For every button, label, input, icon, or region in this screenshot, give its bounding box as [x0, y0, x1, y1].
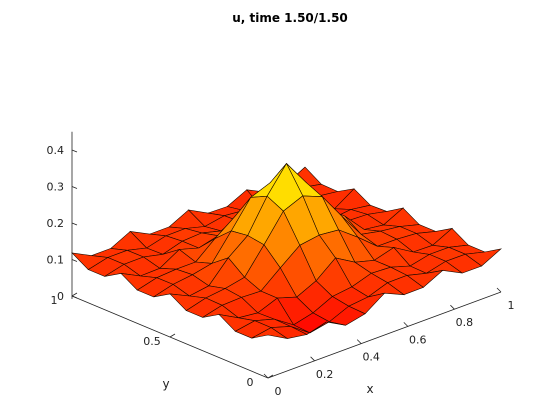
x-tick	[450, 304, 455, 310]
y-axis-label: y	[162, 377, 169, 391]
z-tick-label: 0.4	[47, 144, 65, 157]
x-tick-label: 1	[508, 299, 515, 312]
surface-mesh	[71, 162, 503, 339]
z-tick-label: 0.2	[47, 217, 65, 230]
y-tick-label: 1	[51, 294, 58, 307]
x-tick-label: 0.4	[362, 351, 380, 364]
x-tick	[496, 287, 502, 293]
x-axis: 0 0.2 0.4 0.6 0.8 1	[263, 287, 515, 398]
z-axis: 0 0.1 0.2 0.3 0.4	[47, 131, 78, 303]
y-tick	[169, 333, 176, 338]
y-tick	[71, 292, 78, 297]
x-axis-label: x	[366, 382, 373, 396]
z-tick-label: 0.1	[47, 254, 65, 267]
x-tick-label: 0	[275, 385, 282, 398]
y-tick	[267, 374, 274, 379]
x-tick-label: 0.8	[456, 316, 474, 329]
y-tick-label: 0.5	[143, 335, 161, 348]
x-tick-label: 0.6	[409, 333, 427, 346]
surface-patch	[251, 327, 288, 339]
x-axis-line	[267, 291, 502, 379]
y-axis: 00.51	[51, 292, 274, 389]
x-tick	[403, 322, 409, 327]
z-tick	[71, 259, 78, 262]
x-tick-label: 0.2	[316, 368, 334, 381]
z-tick	[71, 222, 78, 226]
chart-title: u, time 1.50/1.50	[232, 11, 348, 25]
z-tick-label: 0	[57, 290, 64, 303]
z-tick	[71, 186, 78, 189]
x-tick	[356, 339, 362, 344]
y-tick-label: 0	[247, 376, 254, 389]
x-tick	[310, 356, 315, 362]
z-tick-label: 0.3	[47, 181, 65, 194]
z-tick	[71, 149, 78, 153]
